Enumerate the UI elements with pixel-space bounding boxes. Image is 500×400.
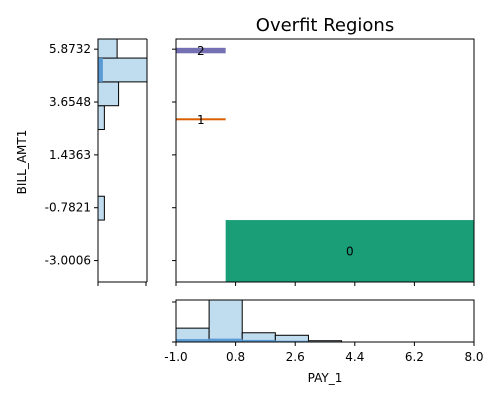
- x-tick-label: 4.4: [345, 350, 364, 364]
- x-tick-label: 2.6: [286, 350, 305, 364]
- y-tick-label: 1.4363: [49, 148, 91, 162]
- left-hist-bar: [97, 105, 105, 131]
- y-tick-label: -3.0006: [45, 254, 91, 268]
- bottom-hist-overlay-bar: [242, 339, 276, 342]
- bottom-hist-bar: [208, 299, 243, 343]
- region-0: [225, 220, 474, 282]
- x-tick-label: 8.0: [464, 350, 483, 364]
- region-label-2: 2: [197, 44, 205, 58]
- x-tick-label: 6.2: [405, 350, 424, 364]
- left-hist-bar: [97, 195, 105, 221]
- x-axis-label: PAY_1: [308, 371, 343, 385]
- region-label-1: 1: [197, 113, 205, 127]
- chart-title: Overfit Regions: [256, 15, 394, 36]
- main-plot-panel: 0 1 2 5.8732 3.6548 1.4363 -0.7821 -3.0006: [45, 38, 475, 286]
- left-hist-overlay-bar: [98, 58, 103, 82]
- left-hist-bar: [97, 57, 148, 83]
- left-marginal-histogram: [97, 38, 148, 286]
- bottom-hist-overlay-bar: [209, 338, 243, 342]
- main-plot-frame: [175, 38, 475, 283]
- y-axis-label: BILL_AMT1: [15, 130, 29, 195]
- y-tick-label: -0.7821: [45, 201, 91, 215]
- left-hist-bar: [97, 38, 118, 59]
- region-1: [176, 118, 226, 121]
- region-2: [176, 47, 226, 54]
- x-tick-label: -1.0: [164, 350, 187, 364]
- region-label-0: 0: [346, 245, 354, 259]
- left-hist-bar: [97, 81, 120, 107]
- x-tick-label: 0.8: [226, 350, 245, 364]
- y-tick-label: 3.6548: [49, 95, 91, 109]
- y-tick-label: 5.8732: [49, 42, 91, 56]
- bottom-hist-overlay-bar: [176, 339, 210, 342]
- bottom-marginal-histogram: -1.0 0.8 2.6 4.4 6.2 8.0: [164, 299, 484, 364]
- bottom-hist-frame: [175, 299, 475, 343]
- bottom-hist-overlay-bar: [275, 340, 309, 342]
